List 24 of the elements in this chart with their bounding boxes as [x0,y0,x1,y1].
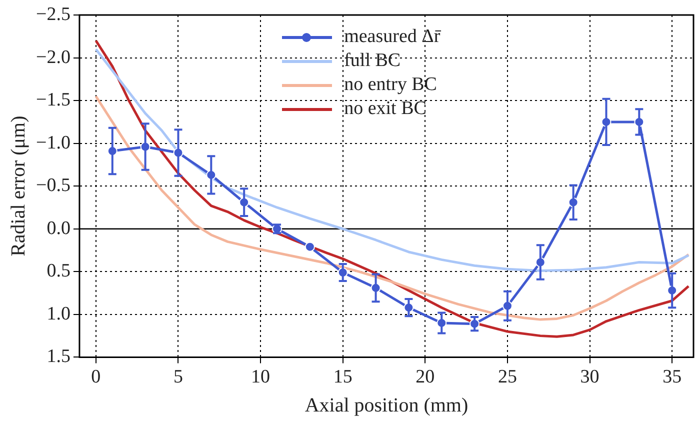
y-tick-label: −1.0 [36,132,70,154]
x-axis-title: Axial position (mm) [304,394,468,416]
y-tick-label: −2.0 [36,46,70,68]
legend-label: full BC [344,50,401,72]
y-tick-label: −1.5 [36,90,70,111]
y-tick-label: 1.0 [46,303,70,324]
y-tick-label: 1.5 [46,346,70,368]
legend-label: no entry BC [344,74,437,96]
legend-label: no exit BC [344,98,426,120]
y-tick-label: −2.5 [36,4,70,25]
legend-label: measured Δr̄ [344,26,440,48]
x-tick-label: 25 [498,366,517,388]
x-tick-label: 20 [416,366,435,388]
x-tick-label: 30 [580,366,600,388]
y-axis-title: Radial error (μm) [7,116,30,256]
x-tick-label: 35 [662,366,682,388]
y-tick-label: 0.0 [46,218,70,239]
x-tick-label: 5 [173,366,183,388]
point [304,242,315,252]
y-tick-label: −0.5 [36,175,70,196]
x-tick-label: 15 [333,366,352,388]
x-tick-label: 10 [251,366,270,388]
x-tick-label: 0 [91,366,101,388]
y-tick-label: 0.5 [46,260,70,282]
